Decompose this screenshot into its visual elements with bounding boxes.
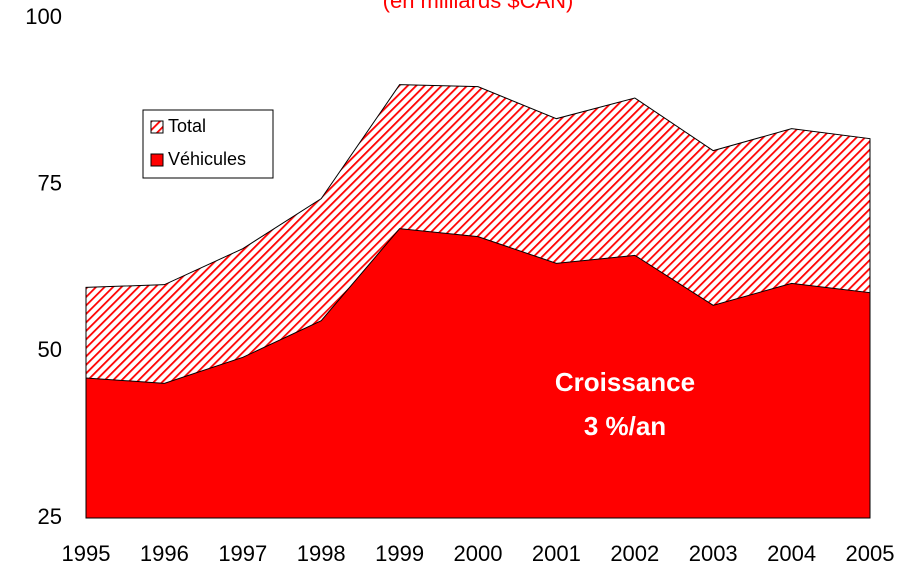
x-tick-label: 2005 — [846, 541, 895, 566]
y-tick-label: 75 — [38, 170, 62, 195]
annotation: 3 %/an — [584, 411, 666, 441]
x-tick-label: 2000 — [454, 541, 503, 566]
x-tick-label: 2002 — [610, 541, 659, 566]
annotation: Croissance — [555, 367, 695, 397]
y-tick-label: 100 — [25, 4, 62, 29]
x-tick-label: 2001 — [532, 541, 581, 566]
x-tick-label: 2003 — [689, 541, 738, 566]
x-tick-label: 1995 — [62, 541, 111, 566]
legend-swatch — [150, 153, 164, 167]
y-tick-label: 25 — [38, 504, 62, 529]
x-tick-label: 1999 — [375, 541, 424, 566]
y-tick-label: 50 — [38, 337, 62, 362]
x-tick-label: 1996 — [140, 541, 189, 566]
chart-subtitle: (en milliards $CAN) — [383, 0, 574, 13]
x-tick-label: 1998 — [297, 541, 346, 566]
x-tick-label: 1997 — [218, 541, 267, 566]
plot-area — [85, 84, 871, 519]
legend-box — [142, 109, 274, 179]
area — [85, 228, 871, 519]
legend-swatch — [150, 120, 164, 134]
legend-label: Total — [168, 116, 206, 136]
legend-label: Véhicules — [168, 149, 246, 169]
x-tick-label: 2004 — [767, 541, 816, 566]
legend: Total Véhicules — [142, 109, 274, 179]
